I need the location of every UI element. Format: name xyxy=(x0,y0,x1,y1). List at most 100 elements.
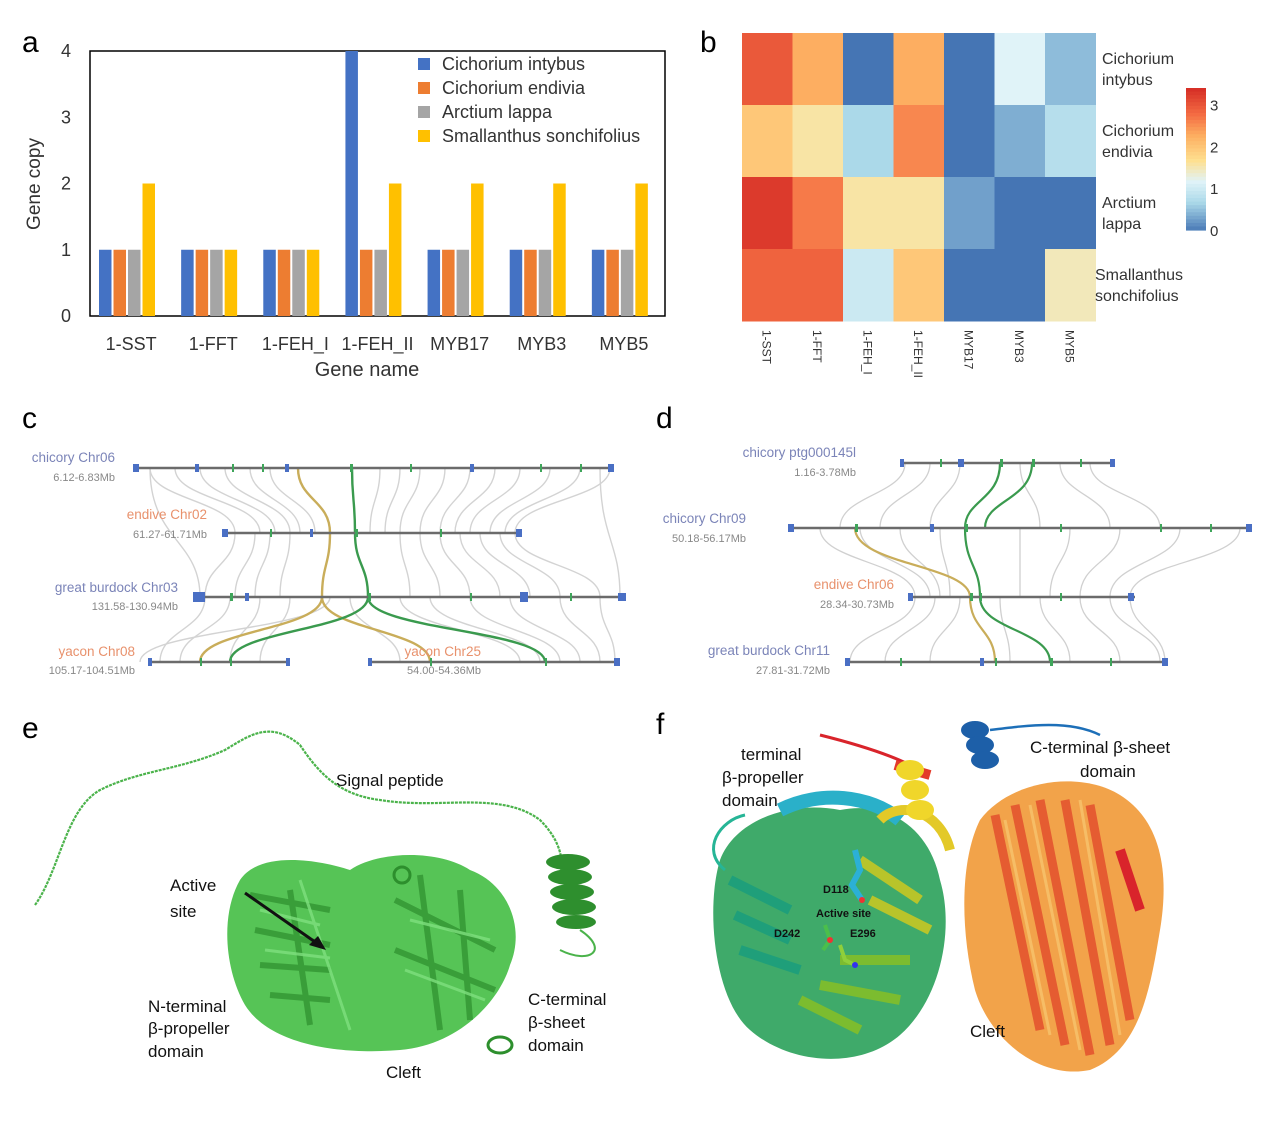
row-label-line2: intybus xyxy=(1102,72,1153,89)
gene-markers xyxy=(133,464,626,666)
heatmap-cell xyxy=(944,105,995,178)
bar-MYB3-0 xyxy=(509,249,523,316)
label-active-site-line2: site xyxy=(170,902,196,921)
heatmap-cell xyxy=(944,177,995,250)
bar-1-FEH_II-1 xyxy=(359,249,373,316)
label-d118: D118 xyxy=(823,884,849,896)
legend-label: Cichorium endivia xyxy=(442,78,586,98)
colorbar-tick: 1 xyxy=(1210,181,1218,198)
chromosome-tracks xyxy=(788,461,1252,664)
label-terminal-2: β-propeller xyxy=(722,768,804,787)
bar-MYB17-2 xyxy=(456,249,470,316)
y-tick-label: 2 xyxy=(61,174,71,194)
colorbar-segment xyxy=(1186,105,1206,110)
colorbar-segment xyxy=(1186,88,1206,93)
column-label: MYB3 xyxy=(1012,330,1026,363)
track-label-d3: endive Chr06 xyxy=(814,577,894,592)
colorbar-segment xyxy=(1186,144,1206,149)
bar-1-FEH_II-2 xyxy=(374,249,387,316)
track-label-c5: yacon Chr25 xyxy=(404,644,481,659)
label-c-terminal-domain: domain xyxy=(1080,762,1136,781)
bar-1-FEH_II-0 xyxy=(345,51,358,316)
bar-1-FFT-1 xyxy=(195,249,209,316)
bar-MYB17-3 xyxy=(471,183,484,316)
heatmap-cell xyxy=(843,249,894,322)
colorbar-segment xyxy=(1186,212,1206,217)
label-n-terminal-2: β-propeller xyxy=(148,1019,230,1038)
heatmap-cell xyxy=(944,33,995,106)
bar-MYB5-0 xyxy=(591,249,605,316)
colorbar-segment xyxy=(1186,109,1206,114)
colorbar-segment xyxy=(1186,173,1206,178)
synteny-links-highlight xyxy=(853,462,1052,663)
label-cleft: Cleft xyxy=(970,1022,1005,1041)
heatmap-cell xyxy=(792,177,844,250)
label-active-site-line1: Active xyxy=(170,876,216,895)
label-terminal-1: terminal xyxy=(741,745,801,764)
bar-1-SST-1 xyxy=(113,249,126,316)
row-label-line2: sonchifolius xyxy=(1095,288,1179,305)
track-label-c2: endive Chr02 xyxy=(127,507,207,522)
colorbar-segment xyxy=(1186,91,1206,96)
bar-1-FFT-3 xyxy=(224,249,238,316)
colorbar-segment xyxy=(1186,102,1206,107)
bar-MYB3-1 xyxy=(524,249,537,316)
column-label: 1-FEH_I xyxy=(860,330,874,375)
track-range-d2: 50.18-56.17Mb xyxy=(672,533,746,545)
colorbar-segment xyxy=(1186,176,1206,181)
colorbar-segment xyxy=(1186,141,1206,146)
colorbar-segment xyxy=(1186,151,1206,157)
panel-label-c: c xyxy=(22,402,37,435)
label-cleft: Cleft xyxy=(386,1063,421,1082)
signal-peptide-coil xyxy=(34,730,563,906)
label-c-terminal-2: β-sheet xyxy=(528,1013,585,1032)
track-range-c3: 131.58-130.94Mb xyxy=(92,601,178,613)
colorbar-segment xyxy=(1186,130,1206,135)
bar-MYB17-1 xyxy=(442,249,455,316)
x-tick-label: MYB5 xyxy=(599,334,648,354)
synteny-plot-c: chicory Chr06 6.12-6.83Mb endive Chr02 6… xyxy=(32,450,626,677)
colorbar-segment xyxy=(1186,187,1206,192)
colorbar-tick: 0 xyxy=(1210,223,1218,240)
row-label-line1: Cichorium xyxy=(1102,51,1174,68)
track-range-d4: 27.81-31.72Mb xyxy=(756,665,830,677)
heatmap-cell xyxy=(994,105,1046,178)
colorbar-segment xyxy=(1186,201,1206,206)
active-site-residues xyxy=(821,849,865,968)
colorbar-segment xyxy=(1186,198,1206,203)
colorbar-segment xyxy=(1186,112,1206,117)
y-tick-label: 3 xyxy=(61,107,71,127)
row-label-line1: Smallanthus xyxy=(1095,267,1183,284)
c-terminal-domain xyxy=(964,781,1164,1072)
heatmap-cell xyxy=(1045,105,1096,178)
track-range-c1: 6.12-6.83Mb xyxy=(53,472,115,484)
colorbar-segment xyxy=(1186,155,1206,160)
y-tick-label: 1 xyxy=(61,240,71,260)
legend-swatch xyxy=(418,82,430,94)
legend-label: Cichorium intybus xyxy=(442,54,585,74)
legend-label: Smallanthus sonchifolius xyxy=(442,126,640,146)
track-range-d3: 28.34-30.73Mb xyxy=(820,599,894,611)
bar-1-FFT-0 xyxy=(181,249,194,316)
heatmap-cell xyxy=(792,33,844,106)
colorbar-segment xyxy=(1186,169,1206,174)
colorbar-segment xyxy=(1186,98,1206,103)
heatmap-cell xyxy=(1045,177,1096,250)
colorbar-segment xyxy=(1186,222,1206,228)
active-site-arrow xyxy=(309,936,326,950)
row-label-line1: Arctium xyxy=(1102,195,1156,212)
track-label-c1: chicory Chr06 xyxy=(32,450,115,465)
bar-MYB17-0 xyxy=(427,249,441,316)
track-label-c3: great burdock Chr03 xyxy=(55,580,178,595)
bar-1-FEH_I-2 xyxy=(292,249,305,316)
label-signal-peptide: Signal peptide xyxy=(336,771,444,790)
heatmap-cell xyxy=(843,177,894,250)
legend-swatch xyxy=(418,130,430,142)
colorbar-segment xyxy=(1186,183,1206,188)
bar-1-SST-2 xyxy=(128,249,141,316)
heatmap-cell xyxy=(893,249,945,322)
label-c-terminal-1: C-terminal xyxy=(528,990,606,1009)
column-label: 1-FEH_II xyxy=(911,330,925,378)
panel-label-d: d xyxy=(656,402,673,435)
bar-MYB5-2 xyxy=(620,249,634,316)
